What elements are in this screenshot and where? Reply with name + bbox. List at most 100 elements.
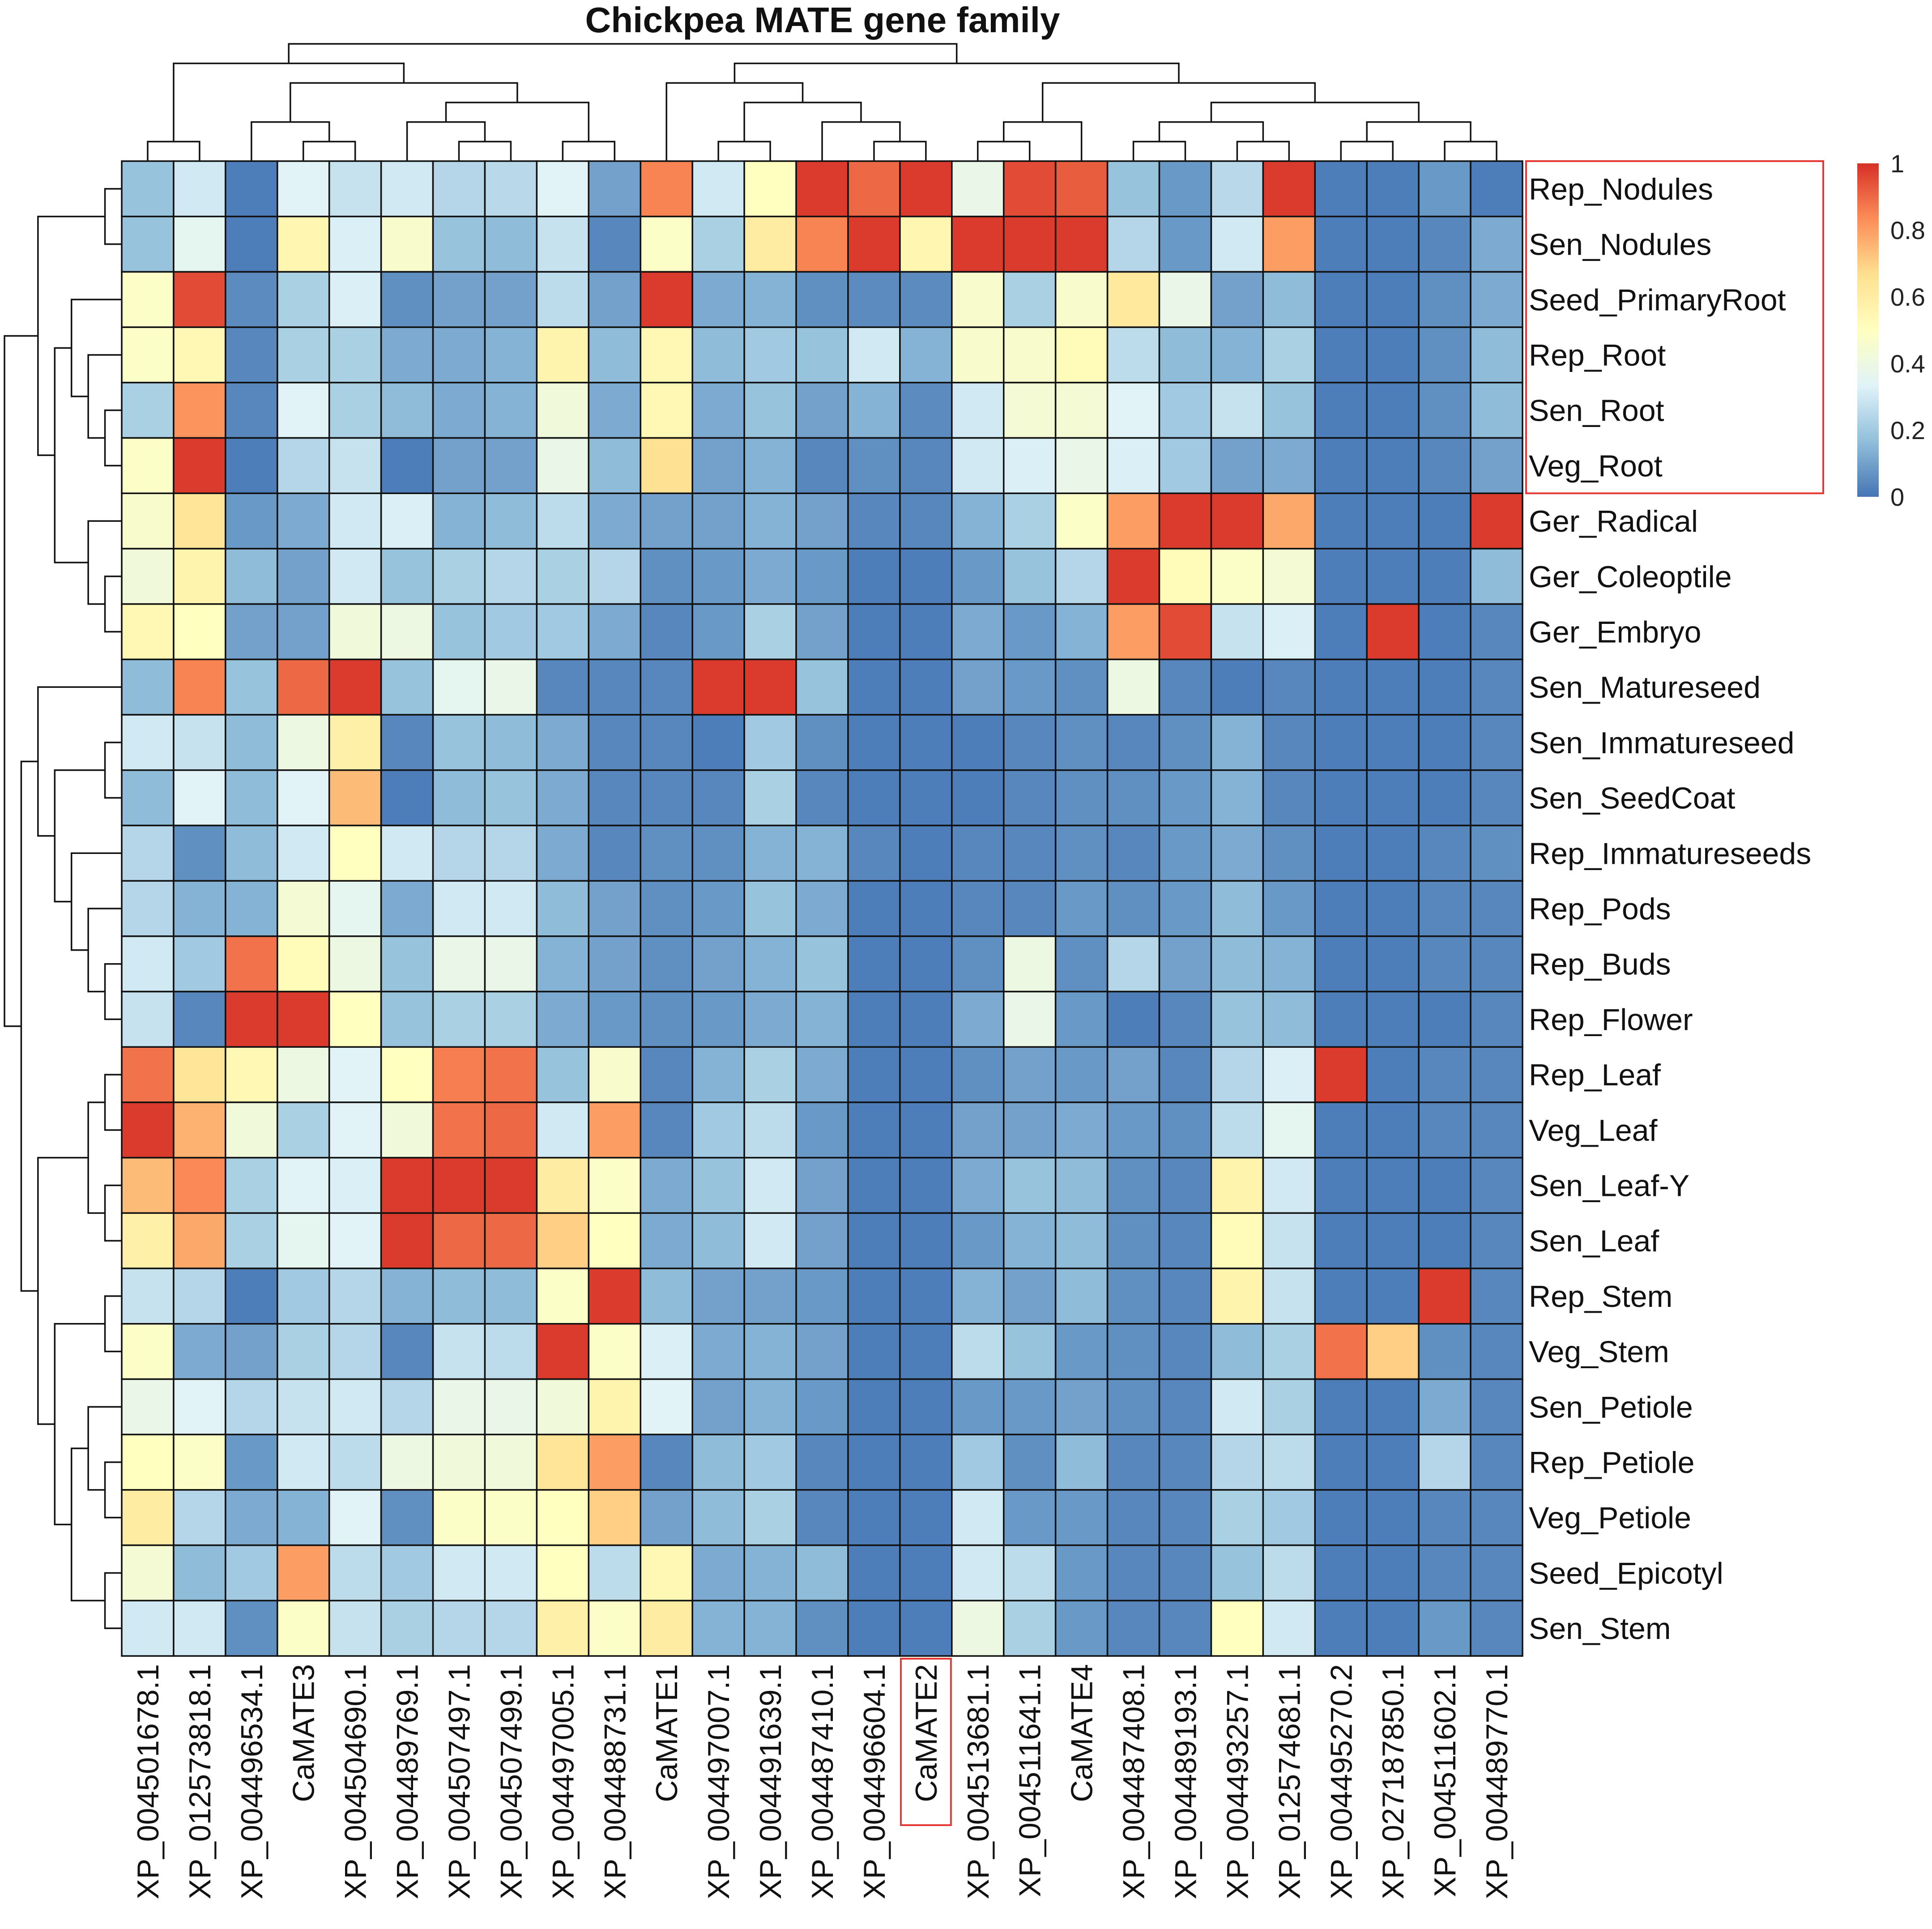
heatmap-cell: [640, 160, 693, 218]
heatmap-cell: [899, 1544, 953, 1602]
heatmap-cell: [432, 326, 486, 384]
heatmap-cell: [1314, 1046, 1368, 1103]
heatmap-cell: [847, 1600, 901, 1657]
row-label: Veg_Petiole: [1529, 1501, 1691, 1535]
heatmap-cell: [899, 658, 953, 716]
heatmap-cell: [328, 603, 382, 661]
column-label: CaMATE3: [287, 1664, 321, 1802]
heatmap-cell: [121, 1544, 175, 1602]
heatmap-cell: [536, 1101, 590, 1159]
heatmap-cell: [1418, 1544, 1471, 1602]
heatmap-cell: [536, 1323, 590, 1380]
heatmap-cell: [1210, 492, 1264, 550]
heatmap-cell: [588, 1434, 642, 1491]
heatmap-cell: [380, 658, 434, 716]
highlight-boxes: [900, 160, 1824, 1826]
heatmap-cell: [1054, 1157, 1109, 1214]
heatmap-cell: [588, 1378, 642, 1435]
heatmap-cell: [1054, 880, 1109, 937]
heatmap-cell: [173, 769, 226, 827]
heatmap-cell: [1054, 215, 1109, 273]
heatmap-cell: [225, 215, 278, 273]
heatmap-cell: [1262, 548, 1316, 605]
dendrogram-branch: [104, 742, 122, 799]
heatmap-cell: [484, 1544, 538, 1602]
heatmap-cell: [743, 1268, 797, 1325]
heatmap-cell: [588, 326, 642, 384]
heatmap-cell: [588, 1600, 642, 1657]
heatmap-cell: [899, 769, 953, 827]
heatmap-cell: [225, 1046, 278, 1103]
heatmap-cell: [484, 548, 538, 605]
heatmap-cell: [277, 824, 330, 882]
heatmap-cell: [1158, 1157, 1212, 1214]
heatmap-cell: [1054, 714, 1109, 771]
heatmap-cell: [328, 990, 382, 1048]
heatmap-cell: [1210, 160, 1264, 218]
heatmap-cell: [691, 382, 745, 439]
heatmap-cell: [1002, 935, 1057, 993]
heatmap-cell: [1366, 1434, 1420, 1491]
heatmap-cell: [1210, 1544, 1264, 1602]
dendrogram-branch: [406, 121, 486, 161]
column-label: XP_004496534.1: [235, 1664, 269, 1899]
heatmap-cell: [1314, 326, 1368, 384]
dendrogram-branch: [1132, 141, 1186, 161]
heatmap-cell: [432, 382, 486, 439]
heatmap-cell: [743, 880, 797, 937]
heatmap-cell: [795, 215, 849, 273]
heatmap-cell: [1366, 1378, 1420, 1435]
heatmap-cell: [847, 990, 901, 1048]
heatmap-cell: [1418, 1212, 1471, 1269]
heatmap-cell: [691, 658, 745, 716]
heatmap-cell: [691, 824, 745, 882]
heatmap-cell: [380, 382, 434, 439]
heatmap-cell: [847, 326, 901, 384]
heatmap-cell: [121, 1378, 175, 1435]
heatmap-cell: [691, 603, 745, 661]
heatmap-cell: [121, 1323, 175, 1380]
heatmap-cell: [795, 1378, 849, 1435]
heatmap-cell: [847, 271, 901, 328]
heatmap-cell: [743, 160, 797, 218]
heatmap-cell: [225, 1434, 278, 1491]
heatmap-cell: [795, 603, 849, 661]
heatmap-cell: [484, 271, 538, 328]
heatmap-cell: [536, 271, 590, 328]
heatmap-cell: [1314, 1157, 1368, 1214]
heatmap-cell: [1054, 1046, 1109, 1103]
heatmap-cell: [484, 1101, 538, 1159]
heatmap-cell: [484, 1212, 538, 1269]
heatmap-cell: [380, 603, 434, 661]
heatmap-cell: [1054, 160, 1109, 218]
heatmap-cell: [743, 1101, 797, 1159]
heatmap-cell: [1366, 271, 1420, 328]
heatmap-cell: [328, 1101, 382, 1159]
heatmap-cell: [1366, 160, 1420, 218]
heatmap-cell: [1418, 935, 1471, 993]
heatmap-cell: [1262, 215, 1316, 273]
heatmap-cell: [173, 1544, 226, 1602]
heatmap-cell: [432, 824, 486, 882]
heatmap-cell: [899, 935, 953, 993]
heatmap-cell: [691, 714, 745, 771]
heatmap-cell: [484, 326, 538, 384]
heatmap-cell: [795, 990, 849, 1048]
heatmap-cell: [691, 880, 745, 937]
heatmap-cell: [173, 1212, 226, 1269]
heatmap-cell: [847, 1268, 901, 1325]
heatmap-cell: [1002, 1378, 1057, 1435]
dendrogram-branch: [251, 121, 330, 161]
heatmap-cell: [277, 935, 330, 993]
heatmap-cell: [1054, 492, 1109, 550]
heatmap-cell: [173, 714, 226, 771]
heatmap-cell: [691, 160, 745, 218]
heatmap-cell: [1262, 990, 1316, 1048]
heatmap-cell: [1054, 658, 1109, 716]
heatmap-cell: [328, 880, 382, 937]
heatmap-cell: [484, 1489, 538, 1546]
heatmap-cell: [484, 1157, 538, 1214]
heatmap-cell: [432, 1434, 486, 1491]
heatmap-cell: [328, 1046, 382, 1103]
heatmap-cell: [951, 658, 1005, 716]
